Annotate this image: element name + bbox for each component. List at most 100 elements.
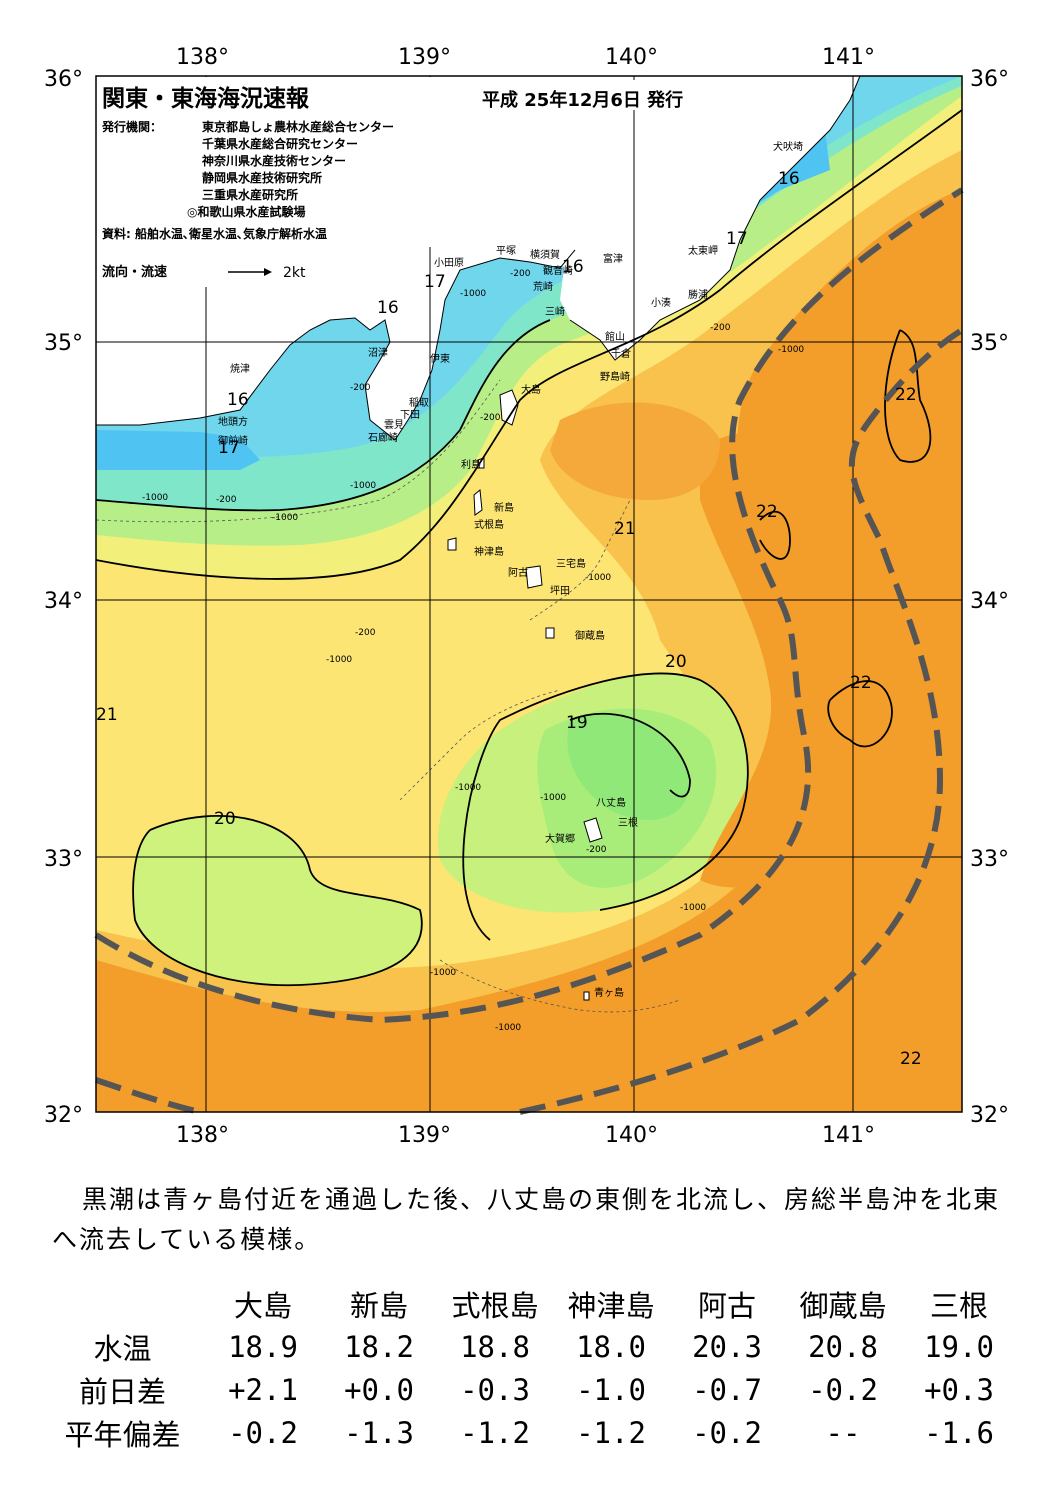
- place-hiratsuka: 平塚: [496, 245, 516, 257]
- place-jitogata: 地頭方: [218, 415, 248, 428]
- place-shimoda: 下田: [400, 410, 420, 421]
- isotherm-label: 22: [895, 385, 917, 405]
- lat-label-left-34: 34°: [44, 589, 83, 614]
- issuer-label: 発行機関：: [101, 119, 162, 134]
- isotherm-label: 22: [900, 1049, 922, 1069]
- place-yaizu: 焼津: [230, 363, 250, 375]
- summary-body: 黒潮は青ヶ島付近を通過した後、八丈島の東側を北流し、房総半島沖を北東へ流去してい…: [52, 1185, 1001, 1254]
- issuer-4: 静岡県水産技術研究所: [202, 170, 322, 185]
- place-aogashima: 青ヶ島: [594, 986, 624, 999]
- isotherm-label: 17: [424, 272, 446, 292]
- isotherm-label: 17: [726, 229, 748, 249]
- depth-label: -200: [480, 413, 501, 423]
- lon-label-bottom-138: 138°: [176, 1123, 229, 1148]
- table-header-row: 大島 新島 式根島 神津島 阿古 御蔵島 三根: [40, 1282, 1017, 1325]
- place-odawara: 小田原: [434, 257, 464, 269]
- table-cell: 20.3: [692, 1329, 762, 1364]
- row-label: 水温: [93, 1331, 152, 1366]
- lon-label-top-139: 139°: [398, 45, 451, 70]
- table-cell: +0.0: [344, 1372, 414, 1407]
- lat-label-left-35: 35°: [44, 331, 83, 356]
- isotherm-label: 16: [377, 298, 399, 318]
- table-cell: -0.2: [808, 1372, 878, 1407]
- place-tsurugizaki: 荒崎: [533, 280, 553, 293]
- place-misaki: 三崎: [545, 305, 565, 318]
- place-mine: 三根: [618, 816, 638, 829]
- depth-label: -1000: [495, 1023, 521, 1033]
- lat-label-right-36: 36°: [970, 67, 1009, 92]
- table-row: 前日差 +2.1 +0.0 -0.3 -1.0 -0.7 -0.2 +0.3: [40, 1368, 1017, 1411]
- sea-condition-map: 関東・東海海況速報 平成 25年12月6日 発行 発行機関： 東京都島しょ農林水…: [44, 45, 1009, 1148]
- place-kominato: 小湊: [651, 296, 671, 309]
- table-cell: 18.9: [228, 1329, 298, 1364]
- place-toshima: 利島: [461, 458, 481, 471]
- depth-contours: [95, 379, 681, 1013]
- place-hachijojima: 八丈島: [596, 796, 626, 809]
- isotherm-label: 17: [218, 438, 240, 458]
- issuer-1: 東京都島しょ農林水産総合センター: [202, 119, 394, 134]
- table-cell: 18.8: [460, 1329, 530, 1364]
- depth-label: -1000: [272, 513, 298, 523]
- table-cell: 18.0: [576, 1329, 646, 1364]
- lat-label-right-32: 32°: [970, 1103, 1009, 1128]
- table-cell: -0.3: [460, 1372, 530, 1407]
- issuer-3: 神奈川県水産技術センター: [202, 153, 346, 168]
- lon-label-bottom-141: 141°: [822, 1123, 875, 1148]
- table-cell: -1.3: [344, 1415, 414, 1450]
- table-cell: -1.2: [576, 1415, 646, 1450]
- table-row: 平年偏差 -0.2 -1.3 -1.2 -1.2 -0.2 -- -1.6: [40, 1411, 1017, 1454]
- table-cell: +2.1: [228, 1372, 298, 1407]
- place-inubozaki: 犬吠埼: [773, 140, 803, 153]
- issuer-6: ◎和歌山県水産試験場: [187, 204, 305, 219]
- table-cell: -0.7: [692, 1372, 762, 1407]
- depth-label: -200: [510, 269, 531, 279]
- place-okago: 大賀郷: [545, 832, 575, 845]
- depth-label: -1000: [460, 289, 486, 299]
- isotherm-label: 22: [756, 502, 778, 522]
- place-chikura: 千倉: [611, 347, 631, 360]
- table-cell: -1.2: [460, 1415, 530, 1450]
- kuroshio-axis: [94, 187, 964, 1115]
- place-labels: 犬吠埼 太東岬 勝浦 小湊 富津 横須賀 観音崎 平塚 小田原 荒崎 三崎 館山…: [218, 140, 803, 999]
- place-shikinejima: 式根島: [474, 518, 504, 531]
- table-cell: -1.6: [924, 1415, 994, 1450]
- issuer-5: 三重県水産研究所: [202, 187, 298, 202]
- depth-label: -1000: [540, 793, 566, 803]
- lat-label-left-33: 33°: [44, 847, 83, 872]
- legend-value: 2kt: [283, 265, 306, 281]
- depth-label: -1000: [326, 655, 352, 665]
- place-taitomisaki: 太東岬: [688, 244, 718, 257]
- place-tateyama: 館山: [605, 330, 625, 343]
- lat-label-left-36: 36°: [44, 67, 83, 92]
- table-cell: 19.0: [924, 1329, 994, 1364]
- place-futtsu: 富津: [603, 252, 623, 265]
- isotherm-label: 22: [850, 673, 872, 693]
- place-miyakejima: 三宅島: [556, 557, 586, 570]
- place-kozushima: 神津島: [474, 545, 504, 558]
- isotherm-label: 16: [562, 257, 584, 277]
- place-niijima: 新島: [494, 501, 514, 514]
- place-inatori: 稲取: [409, 397, 429, 409]
- depth-label: -1000: [430, 968, 456, 978]
- table-cell: -1.0: [576, 1372, 646, 1407]
- isotherm-lines: [95, 109, 963, 987]
- lat-label-right-33: 33°: [970, 847, 1009, 872]
- table-cell: 18.2: [344, 1329, 414, 1364]
- table-cell: -0.2: [692, 1415, 762, 1450]
- place-tsubota: 坪田: [550, 584, 570, 597]
- place-yokosuka: 横須賀: [530, 248, 560, 261]
- isotherm-label: 21: [614, 519, 636, 539]
- station-header: 神津島: [567, 1288, 655, 1323]
- table-cell: -0.2: [228, 1415, 298, 1450]
- table-cell: --: [825, 1415, 861, 1450]
- station-header: 新島: [349, 1288, 408, 1323]
- isotherm-label: 21: [96, 705, 118, 725]
- depth-label: -1000: [680, 903, 706, 913]
- table-row: 水温 18.9 18.2 18.8 18.0 20.3 20.8 19.0: [40, 1325, 1017, 1368]
- lon-label-top-138: 138°: [176, 45, 229, 70]
- depth-label: -1000: [350, 481, 376, 491]
- isotherm-label: 19: [566, 713, 588, 733]
- lon-label-bottom-140: 140°: [605, 1123, 658, 1148]
- legend-arrowhead-icon: [264, 268, 272, 276]
- station-header: 大島: [233, 1288, 292, 1323]
